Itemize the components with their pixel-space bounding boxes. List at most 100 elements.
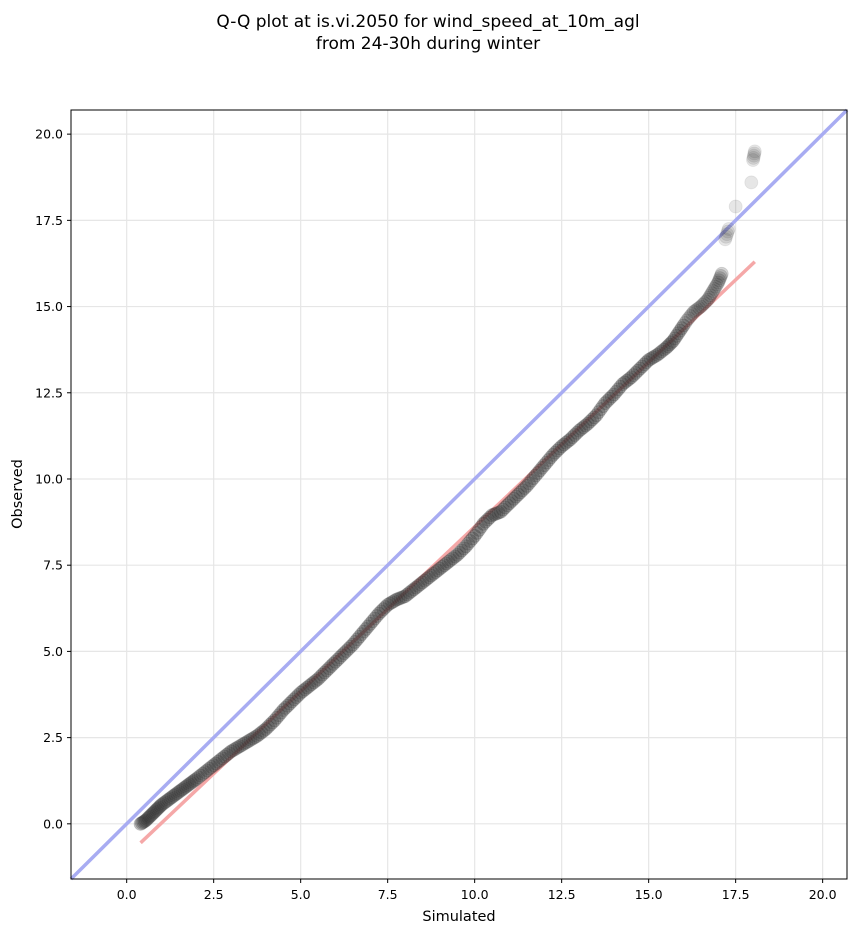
- qq-point: [187, 773, 202, 788]
- qq-point: [380, 597, 395, 612]
- qq-point: [746, 153, 760, 167]
- qq-point: [454, 543, 469, 558]
- qq-point: [746, 150, 761, 165]
- qq-point: [533, 463, 547, 478]
- qq-point: [150, 801, 165, 816]
- qq-point: [660, 339, 675, 354]
- qq-point: [224, 744, 238, 759]
- qq-point: [598, 396, 613, 411]
- qq-point: [393, 591, 408, 605]
- qq-point: [185, 774, 200, 789]
- qq-point: [161, 792, 176, 807]
- qq-point: [206, 758, 221, 773]
- qq-point: [704, 286, 719, 301]
- qq-point: [465, 531, 480, 546]
- qq-point: [519, 478, 534, 493]
- qq-point: [341, 641, 356, 656]
- qq-point: [593, 402, 608, 417]
- qq-point: [567, 428, 582, 442]
- qq-point: [138, 813, 153, 828]
- qq-point: [208, 756, 223, 771]
- y-tick-label: 2.5: [43, 730, 63, 745]
- qq-point: [615, 377, 630, 392]
- qq-point: [673, 323, 687, 338]
- qq-point: [280, 698, 295, 713]
- x-tick-label: 0.0: [117, 887, 137, 902]
- qq-point: [556, 437, 571, 452]
- qq-point: [148, 804, 162, 819]
- qq-point: [630, 363, 645, 378]
- qq-point: [572, 423, 586, 438]
- qq-point: [744, 175, 759, 190]
- qq-point: [254, 725, 269, 740]
- qq-point: [587, 410, 602, 425]
- qq-point: [450, 547, 465, 562]
- qq-point: [710, 277, 724, 292]
- x-tick-label: 2.5: [204, 887, 224, 902]
- qq-point: [688, 303, 703, 318]
- qq-point: [712, 273, 727, 288]
- qq-point: [747, 144, 762, 159]
- qq-point: [140, 812, 155, 826]
- qq-point: [245, 731, 260, 746]
- qq-point: [656, 342, 671, 357]
- qq-point: [654, 344, 669, 359]
- qq-point: [435, 560, 449, 574]
- qq-point: [361, 619, 375, 634]
- qq-point: [350, 632, 365, 647]
- qq-point: [693, 299, 708, 314]
- qq-point: [524, 473, 539, 488]
- qq-point: [369, 609, 384, 623]
- qq-point: [402, 585, 417, 600]
- qq-point: [474, 519, 489, 534]
- qq-point: [669, 328, 684, 343]
- qq-point: [166, 788, 181, 803]
- reference-line: [69, 108, 849, 881]
- qq-point: [432, 561, 447, 576]
- qq-point: [306, 675, 321, 690]
- qq-point: [652, 346, 667, 361]
- qq-point: [643, 351, 658, 366]
- qq-point: [374, 604, 389, 619]
- qq-point: [452, 545, 467, 560]
- qq-point: [713, 271, 727, 286]
- qq-point: [500, 498, 515, 513]
- qq-point: [335, 648, 349, 663]
- qq-point: [591, 405, 606, 420]
- qq-point: [611, 382, 626, 397]
- qq-point: [506, 491, 521, 506]
- qq-point: [576, 420, 591, 435]
- qq-point: [133, 816, 148, 831]
- qq-point: [702, 290, 717, 305]
- qq-point: [478, 514, 493, 529]
- qq-point: [193, 768, 208, 783]
- qq-point: [136, 815, 151, 830]
- qq-point: [282, 696, 297, 711]
- x-tick-label: 7.5: [378, 887, 398, 902]
- qq-point: [569, 425, 584, 440]
- qq-point: [459, 539, 473, 554]
- qq-point: [678, 316, 693, 330]
- qq-point: [200, 763, 215, 778]
- qq-point: [706, 284, 720, 298]
- qq-point: [248, 730, 262, 745]
- qq-point: [620, 373, 634, 388]
- qq-point: [180, 778, 195, 793]
- qq-point: [326, 657, 341, 671]
- qq-point: [135, 816, 149, 830]
- qq-point: [613, 379, 628, 394]
- qq-point: [343, 639, 358, 654]
- qq-point: [141, 810, 156, 825]
- qq-point: [580, 416, 595, 431]
- qq-point: [686, 304, 701, 319]
- qq-point: [178, 779, 193, 794]
- qq-point: [692, 300, 707, 315]
- qq-point: [317, 665, 332, 680]
- qq-point: [267, 713, 282, 728]
- qq-point: [718, 232, 733, 247]
- qq-point: [633, 361, 647, 376]
- qq-point: [367, 611, 382, 626]
- qq-point: [409, 580, 423, 595]
- qq-point: [469, 525, 484, 540]
- qq-point: [419, 572, 434, 586]
